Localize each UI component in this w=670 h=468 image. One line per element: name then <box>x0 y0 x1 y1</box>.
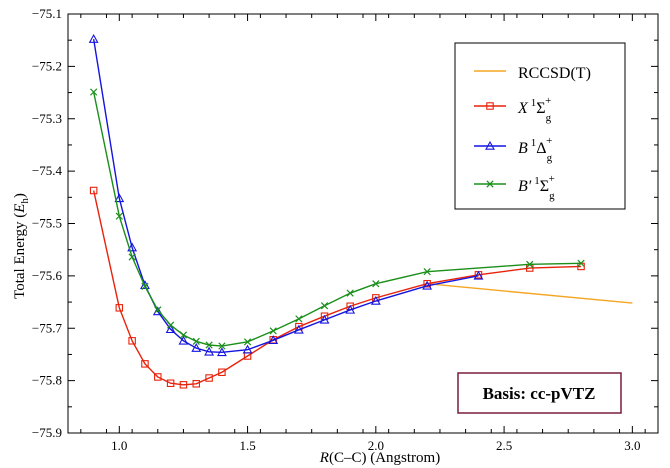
y-tick-label: −75.5 <box>32 216 62 231</box>
data-point-x-sigma <box>166 379 175 387</box>
legend: RCCSD(T) X 1Σg+ B 1Δg+ B′ 1Σg+ <box>454 42 626 210</box>
data-point-x-sigma <box>141 360 149 368</box>
data-point-bprime-sigma <box>346 289 354 297</box>
data-point-x-sigma <box>128 337 136 345</box>
data-point-b-delta <box>88 34 99 43</box>
data-point-x-sigma <box>218 368 226 376</box>
data-point-x-sigma <box>205 374 213 382</box>
legend-label-bprime-sigma: B′ 1Σg+ <box>518 173 555 202</box>
data-point-bprime-sigma <box>243 338 252 346</box>
data-point-x-sigma <box>115 304 124 312</box>
series-line-x-sigma <box>92 190 582 386</box>
legend-label-rccsdt: RCCSD(T) <box>518 65 591 82</box>
series-b-delta <box>88 34 484 357</box>
data-point-bprime-sigma <box>269 327 277 335</box>
series-line-rccsdt <box>427 283 633 304</box>
data-point-bprime-sigma <box>205 341 213 349</box>
data-point-x-sigma <box>423 279 431 288</box>
x-tick-label: 1.0 <box>111 438 127 453</box>
x-axis-title: R(C–C) (Angstrom) <box>319 450 440 466</box>
data-point-b-delta <box>204 346 215 356</box>
data-point-b-delta <box>191 343 202 352</box>
data-point-b-delta <box>127 242 138 252</box>
data-point-bprime-sigma <box>179 331 188 339</box>
series-rccsdt <box>427 283 633 304</box>
legend-marker-x-sigma <box>486 102 494 110</box>
y-tick-label: −75.1 <box>32 6 62 21</box>
data-point-b-delta <box>473 270 484 280</box>
x-tick-label: 3.0 <box>624 438 640 453</box>
data-point-b-delta <box>178 335 189 345</box>
data-point-b-delta <box>422 280 433 290</box>
data-point-bprime-sigma <box>141 282 149 290</box>
basis-annotation-text: Basis: cc-pVTZ <box>483 384 596 403</box>
data-point-bprime-sigma <box>115 212 123 220</box>
series-layer <box>88 34 633 389</box>
data-point-b-delta <box>216 347 227 357</box>
y-tick-label: −75.4 <box>32 163 63 178</box>
x-tick-label: 2.0 <box>368 438 384 453</box>
data-point-bprime-sigma <box>128 253 136 261</box>
series-bprime-sigma <box>90 88 585 350</box>
legend-label-x-sigma: X 1Σg+ <box>517 95 552 124</box>
basis-annotation-border <box>457 372 622 414</box>
data-point-bprime-sigma <box>526 260 534 268</box>
basis-annotation: Basis: cc-pVTZ <box>457 372 622 414</box>
data-point-x-sigma <box>89 186 98 195</box>
legend-swatches <box>474 70 506 188</box>
data-point-x-sigma <box>179 381 188 389</box>
legend-label-b-delta: B 1Δg+ <box>518 135 553 164</box>
data-point-bprime-sigma <box>577 259 585 267</box>
data-point-bprime-sigma <box>423 268 431 276</box>
data-point-b-delta <box>345 304 356 314</box>
data-point-bprime-sigma <box>154 306 162 314</box>
data-point-b-delta <box>319 314 330 324</box>
data-point-b-delta <box>370 295 381 305</box>
data-point-b-delta <box>114 193 125 203</box>
data-point-bprime-sigma <box>166 321 175 329</box>
data-point-bprime-sigma <box>218 342 226 350</box>
legend-marker-b-delta <box>485 140 495 150</box>
data-point-bprime-sigma <box>192 337 200 345</box>
y-tick-label: −75.3 <box>32 111 62 126</box>
data-point-x-sigma <box>154 373 162 381</box>
data-point-x-sigma <box>192 380 201 388</box>
data-point-bprime-sigma <box>372 280 380 288</box>
x-tick-label: 1.5 <box>239 438 255 453</box>
data-point-b-delta <box>165 324 176 334</box>
y-axis-title: Total Energy (Eh) <box>12 193 31 299</box>
y-tick-label: −75.9 <box>32 425 62 440</box>
data-point-bprime-sigma <box>295 315 303 323</box>
data-point-b-delta <box>242 344 253 354</box>
legend-marker-bprime-sigma <box>486 180 494 188</box>
y-tick-label: −75.7 <box>32 320 63 335</box>
y-tick-label: −75.8 <box>32 373 62 388</box>
ticks-layer: 1.0 1.5 2.0 2.5 3.0 −75.1 −75.2 −75.3 −75.4 −75.5… <box>32 6 658 453</box>
y-tick-label: −75.2 <box>32 58 62 73</box>
data-point-b-delta <box>293 324 304 334</box>
data-point-b-delta <box>268 335 279 345</box>
data-point-bprime-sigma <box>320 302 329 310</box>
series-x-sigma <box>89 186 585 389</box>
x-tick-label: 2.5 <box>496 438 512 453</box>
series-line-b-delta <box>92 39 479 354</box>
y-tick-label: −75.6 <box>32 268 63 283</box>
data-point-bprime-sigma <box>90 88 98 96</box>
